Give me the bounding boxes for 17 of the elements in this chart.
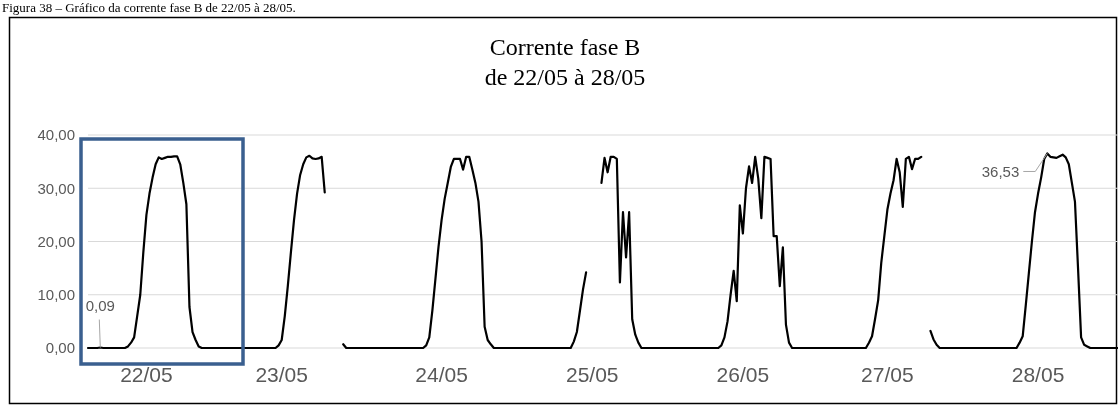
chart-title: Corrente fase B	[489, 34, 641, 60]
x-tick-label: 22/05	[120, 363, 173, 386]
x-tick-label: 25/05	[565, 363, 619, 386]
x-tick-label: 26/05	[716, 363, 770, 386]
y-tick-label: 0,00	[45, 339, 75, 357]
y-tick-label: 10,00	[37, 286, 75, 303]
data-label: 0,09	[85, 296, 115, 314]
y-tick-label: 40,00	[37, 126, 75, 144]
data-label: 36,53	[981, 162, 1020, 180]
x-tick-label: 28/05	[1011, 363, 1065, 386]
text: Figura 38 – Gráfico da corrente fase B de 22/05 à 28/05.	[2, 0, 296, 15]
x-tick-label: 24/05	[415, 363, 468, 386]
y-tick-label: 30,00	[37, 179, 75, 197]
chart-subtitle: de 22/05 à 28/05	[484, 64, 646, 90]
x-tick-label: 27/05	[861, 363, 914, 386]
x-tick-label: 23/05	[255, 363, 308, 386]
y-tick-label: 20,00	[37, 232, 75, 250]
